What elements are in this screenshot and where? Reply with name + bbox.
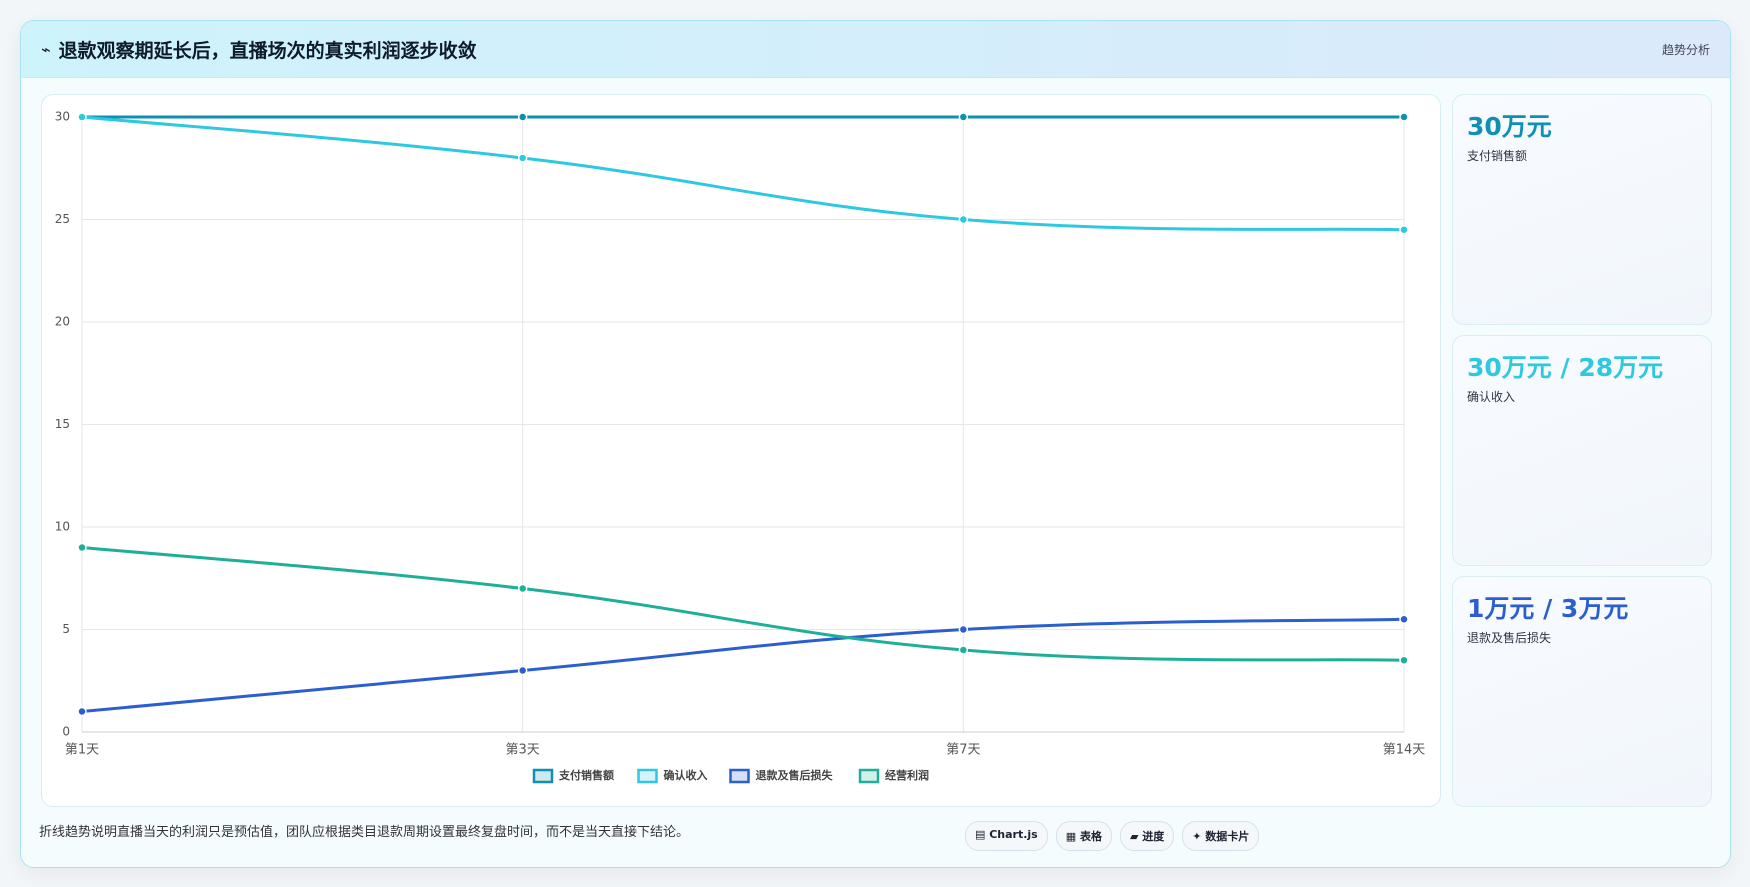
stat-label: 支付销售额 bbox=[1467, 149, 1528, 163]
point bbox=[1399, 225, 1409, 235]
point bbox=[77, 542, 87, 553]
stat-card: 1万元 / 3万元退款及售后损失 bbox=[1452, 576, 1712, 807]
series-line bbox=[81, 115, 1405, 232]
point bbox=[958, 645, 969, 655]
dashboard-card: ⌁ 退款观察期延长后，直播场次的真实利润逐步收敛 趋势分析 0 5 10 15 20 25… bbox=[20, 20, 1731, 868]
x-tick-label: 第14天 bbox=[1383, 743, 1426, 758]
stat-label: 确认收入 bbox=[1467, 390, 1516, 404]
series-line bbox=[81, 617, 1405, 713]
legend-swatch bbox=[858, 768, 880, 784]
y-tick-label: 25 bbox=[55, 212, 70, 226]
x-tick-label: 第3天 bbox=[506, 743, 540, 758]
point bbox=[1399, 655, 1409, 665]
legend-label: 经营利润 bbox=[885, 768, 929, 782]
point bbox=[517, 583, 528, 594]
badge[interactable]: ✦ 数据卡片 bbox=[1182, 821, 1260, 851]
stat-card: 30万元支付销售额 bbox=[1452, 94, 1712, 325]
y-tick-label: 30 bbox=[55, 110, 70, 124]
x-tick-label: 第7天 bbox=[946, 743, 980, 758]
stat-value: 1万元 / 3万元 bbox=[1467, 594, 1629, 623]
point bbox=[1399, 112, 1409, 122]
y-tick-label: 0 bbox=[62, 725, 70, 739]
footer-note: 折线趋势说明直播当天的利润只是预估值，团队应根据类目退款周期设置最终复盘时间，而… bbox=[39, 825, 690, 840]
x-tick-label: 第1天 bbox=[65, 743, 99, 758]
header-icon: ⌁ bbox=[41, 39, 51, 59]
header-title: 退款观察期延长后，直播场次的真实利润逐步收敛 bbox=[58, 39, 477, 62]
legend-swatch bbox=[729, 768, 750, 784]
stat-card: 30万元 / 28万元确认收入 bbox=[1452, 335, 1712, 566]
point bbox=[77, 112, 87, 122]
badge[interactable]: ▦ 表格 bbox=[1055, 821, 1112, 851]
header-tag: 趋势分析 bbox=[1661, 42, 1710, 57]
stat-label: 退款及售后损失 bbox=[1467, 631, 1552, 645]
stat-value: 30万元 / 28万元 bbox=[1467, 353, 1664, 382]
legend-label: 支付销售额 bbox=[558, 768, 614, 782]
badge[interactable]: ▤ Chart.js bbox=[965, 821, 1048, 851]
stat-value: 30万元 bbox=[1467, 112, 1552, 141]
point bbox=[958, 112, 969, 122]
series-line bbox=[81, 546, 1405, 662]
point bbox=[517, 665, 528, 676]
badges: ▤ Chart.js ▦ 表格 ▰ 进度 ✦ 数据卡片 bbox=[965, 821, 1260, 851]
legend-label: 退款及售后损失 bbox=[756, 768, 834, 782]
point bbox=[77, 706, 87, 717]
legend-swatch bbox=[637, 768, 658, 784]
y-tick-label: 20 bbox=[55, 315, 70, 329]
point bbox=[958, 624, 969, 635]
badge[interactable]: ▰ 进度 bbox=[1119, 821, 1175, 851]
y-tick-label: 5 bbox=[62, 622, 70, 636]
point bbox=[1399, 614, 1409, 624]
y-tick-label: 15 bbox=[55, 417, 70, 431]
y-tick-label: 10 bbox=[55, 520, 70, 534]
point bbox=[517, 153, 528, 163]
legend-label: 确认收入 bbox=[664, 768, 708, 782]
point bbox=[958, 214, 969, 225]
chart-panel: 0 5 10 15 20 25 30 第1天 第3天 第7天 第14天支付销售额 确认收入 退款及售后损… bbox=[41, 94, 1441, 807]
legend-swatch bbox=[532, 768, 554, 784]
header: ⌁ 退款观察期延长后，直播场次的真实利润逐步收敛 趋势分析 bbox=[21, 21, 1730, 78]
point bbox=[517, 112, 528, 122]
